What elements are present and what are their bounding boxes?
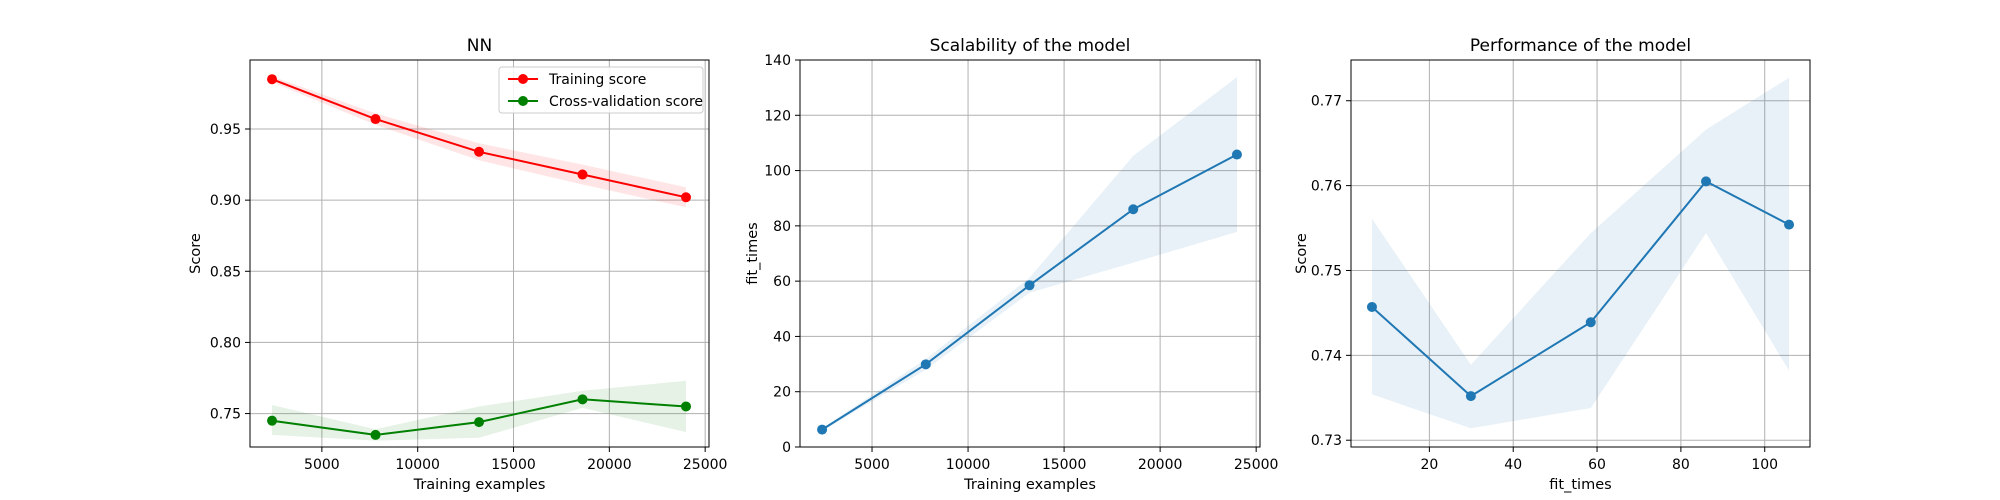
chart-panel-3: 20 40 60 80 100 0.73 0.74 0.75 0.76 0.77 Performan… (1294, 36, 1811, 493)
y-tick-label: 0.85 (210, 264, 241, 280)
y-tick-label: 140 (764, 53, 791, 69)
legend-label: Training score (548, 72, 646, 88)
legend-label: Cross-validation score (549, 94, 703, 110)
axes-frame (249, 59, 710, 448)
x-axis-label: Training examples (413, 477, 546, 493)
series-1-point (1585, 317, 1596, 328)
series-1-band (822, 77, 1237, 431)
series-1-point (1024, 280, 1035, 291)
series-1-point (1701, 176, 1712, 187)
x-tick-label: 20000 (1138, 457, 1183, 473)
y-tick-label: 0.95 (210, 122, 241, 138)
x-tick-label: 10000 (395, 457, 440, 473)
x-tick-label: 40 (1504, 457, 1522, 473)
y-tick-label: 60 (773, 274, 791, 290)
x-tick-label: 5000 (304, 457, 340, 473)
x-tick-label: 15000 (491, 457, 536, 473)
y-tick-label: 0.75 (1311, 263, 1342, 279)
series-1-point (1465, 391, 1476, 402)
series-2-band (272, 380, 686, 441)
x-tick-label: 20 (1420, 457, 1438, 473)
series-1-point (577, 169, 588, 180)
chart-panel-1: 5000 10000 15000 20000 25000 0.75 0.80 0.85 0.90… (188, 36, 727, 493)
series-2-point (370, 429, 381, 440)
x-tick-label: 15000 (1042, 457, 1087, 473)
x-tick-label: 100 (1751, 457, 1778, 473)
y-tick-label: 0.80 (210, 335, 241, 351)
x-tick-label: 80 (1672, 457, 1690, 473)
y-tick-label: 0.90 (210, 193, 241, 209)
y-tick-label: 0.73 (1311, 433, 1342, 449)
x-axis-label: Training examples (963, 477, 1096, 493)
series-1-point (370, 114, 381, 125)
series-1-point (1784, 219, 1795, 230)
chart-title: Performance of the model (1470, 36, 1691, 56)
series-2-point (267, 415, 278, 426)
y-tick-label: 80 (773, 219, 791, 235)
series-1-point (1366, 301, 1377, 312)
chart-panel-2: 5000 10000 15000 20000 25000 0 20 40 60 80 100 120 1… (745, 36, 1278, 493)
y-axis-label: fit_times (745, 222, 761, 284)
axes-frame (799, 59, 1261, 448)
y-tick-label: 120 (764, 108, 791, 124)
y-tick-label: 0.77 (1311, 94, 1342, 110)
y-tick-label: 0.74 (1311, 348, 1342, 364)
y-tick-label: 20 (773, 385, 791, 401)
x-axis-label: fit_times (1549, 477, 1611, 493)
y-tick-label: 0.75 (210, 407, 241, 423)
x-tick-label: 25000 (683, 457, 728, 473)
axes-frame (1350, 59, 1811, 448)
series-1-band (1372, 77, 1789, 429)
series-2-point (474, 417, 485, 428)
series-2-point (681, 401, 692, 412)
legend-box (498, 66, 704, 114)
x-tick-label: 25000 (1234, 457, 1279, 473)
series-1-point (267, 74, 278, 85)
y-tick-label: 0 (782, 440, 791, 456)
series-1-point (1128, 204, 1139, 215)
y-axis-label: Score (1294, 233, 1310, 274)
x-tick-label: 10000 (946, 457, 991, 473)
y-axis-label: Score (188, 233, 204, 274)
x-tick-label: 20000 (587, 457, 632, 473)
y-tick-label: 0.76 (1311, 179, 1342, 195)
x-tick-label: 60 (1588, 457, 1606, 473)
chart-title: Scalability of the model (930, 36, 1131, 56)
y-tick-label: 100 (764, 164, 791, 180)
y-tick-label: 40 (773, 329, 791, 345)
legend-swatch-marker (518, 74, 528, 84)
x-tick-label: 5000 (854, 457, 890, 473)
series-1-point (1231, 149, 1242, 160)
series-1-point (474, 146, 485, 157)
legend-swatch-marker (518, 96, 528, 106)
series-1-point (817, 424, 828, 435)
chart-title: NN (467, 36, 492, 56)
series-2-point (577, 394, 588, 405)
series-1-point (681, 192, 692, 203)
series-1-point (920, 359, 931, 370)
